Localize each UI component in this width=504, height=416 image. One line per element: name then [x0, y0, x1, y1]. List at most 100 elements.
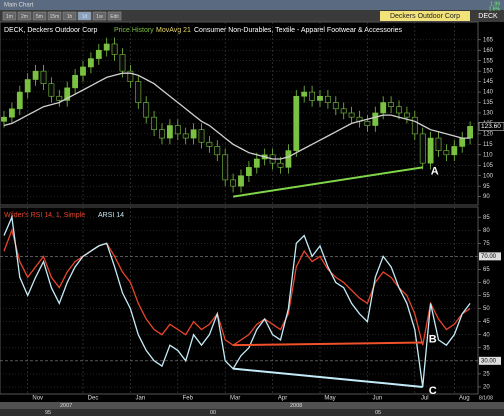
- candle-body: [40, 70, 47, 84]
- rsi-panel: [0, 206, 479, 395]
- y-tick-label: 90: [483, 194, 490, 200]
- candle-body: [151, 116, 157, 131]
- candle-body: [182, 133, 189, 139]
- x-tick-label: Jul: [421, 396, 429, 402]
- candle-body: [467, 126, 473, 139]
- toolbar-button-label: 5m: [36, 14, 43, 20]
- candle-body: [198, 129, 205, 143]
- ref-label: 70.00: [481, 254, 497, 260]
- y-tick-label: 115: [483, 142, 493, 148]
- ref-label: 30.00: [481, 358, 497, 364]
- y-tick-label: 130: [483, 111, 494, 117]
- decade-label: 95: [45, 410, 51, 416]
- annotation: C: [429, 385, 437, 397]
- toolbar-button: [17, 11, 32, 21]
- y-tick-label: 20: [483, 385, 490, 391]
- candle-body: [111, 43, 118, 55]
- y-tick-label: 145: [483, 79, 494, 85]
- toolbar-button-label: 1w: [96, 14, 103, 20]
- candle-body: [435, 137, 442, 151]
- year-label: 2007: [60, 403, 72, 409]
- candle-body: [246, 167, 252, 177]
- y-tick-label: 80: [483, 228, 490, 234]
- company-box: [380, 11, 470, 21]
- price-panel: [0, 21, 479, 206]
- toolbar-button-label: 1h: [67, 14, 73, 20]
- y-tick-label: 40: [483, 332, 490, 338]
- legend-price: Price History: [114, 27, 154, 34]
- x-tick-label: Mar: [230, 396, 240, 402]
- x-tick-label: Feb: [183, 396, 194, 402]
- x-tick-label: Jan: [136, 396, 146, 402]
- symbol: DECK: [478, 13, 498, 20]
- toolbar: [0, 10, 504, 22]
- last-price-label: 123.60: [481, 123, 501, 130]
- y-tick-label: 35: [483, 345, 490, 351]
- candle-body: [16, 91, 23, 110]
- price-title: DECK, Deckers Outdoor Corp: [4, 27, 97, 34]
- x-tick-label: Apr: [278, 396, 287, 402]
- candle-body: [159, 129, 165, 139]
- toolbar-button-label: 1m: [6, 14, 13, 20]
- candle-body: [88, 58, 94, 68]
- title-bar: [0, 0, 504, 10]
- last-price-box: [478, 122, 504, 131]
- candle-body: [135, 81, 142, 103]
- candle-body: [380, 102, 387, 114]
- toolbar-button: [32, 11, 47, 21]
- candle-body: [238, 175, 244, 187]
- end-date: 8/1/08: [479, 395, 493, 401]
- candle-body: [324, 95, 331, 103]
- candle-body: [127, 70, 134, 82]
- candle-body: [459, 137, 466, 147]
- y-tick-label: 155: [483, 58, 494, 64]
- y-tick-label: 95: [483, 184, 490, 190]
- decade-label: 00: [210, 410, 216, 416]
- change: 1.99: [490, 1, 500, 7]
- y-tick-label: 55: [483, 293, 490, 299]
- ref-label-box: [479, 252, 501, 261]
- candle-body: [443, 150, 450, 156]
- candle-body: [119, 54, 126, 72]
- toolbar-button: [47, 11, 62, 21]
- trend-line: [233, 367, 423, 388]
- y-tick-label: 150: [483, 69, 494, 75]
- candle-body: [451, 146, 458, 156]
- candle-body: [143, 102, 150, 118]
- candle-body: [293, 95, 300, 151]
- y-tick-label: 135: [483, 100, 494, 106]
- candle-body: [48, 83, 55, 97]
- toolbar-button: [77, 11, 92, 21]
- toolbar-button: [62, 11, 77, 21]
- candle-body: [24, 79, 31, 93]
- annotation: A: [431, 165, 439, 177]
- y-tick-label: 160: [483, 48, 494, 54]
- candle-body: [230, 179, 236, 187]
- company-name: Deckers Outdoor Corp: [390, 13, 460, 20]
- y-tick-label: 120: [483, 131, 494, 137]
- toolbar-button-label: 2m: [21, 14, 28, 20]
- candle-body: [253, 158, 260, 168]
- decade-strip: [0, 409, 504, 416]
- candle-body: [64, 87, 71, 101]
- toolbar-button-label: 15m: [50, 14, 60, 20]
- candle-body: [72, 75, 78, 89]
- candle-body: [277, 162, 284, 168]
- toolbar-button: [107, 11, 122, 21]
- year-label: 2008: [290, 403, 302, 409]
- x-tick-label: Jun: [373, 396, 383, 402]
- candle-body: [190, 129, 197, 139]
- y-tick-label: 85: [483, 215, 490, 221]
- x-tick-label: Aug: [459, 396, 470, 402]
- candle-body: [32, 70, 39, 80]
- candle-body: [427, 137, 434, 164]
- y-tick-label: 60: [483, 280, 490, 286]
- candle-body: [309, 91, 315, 101]
- subtitle: Consumer Non-Durables, Textile - Apparel…: [194, 27, 403, 34]
- legend-arsi: ARSI 14: [98, 212, 124, 219]
- trend-line: [233, 341, 423, 347]
- candle-body: [167, 125, 173, 139]
- candle-body: [317, 95, 323, 101]
- y-tick-label: 100: [483, 173, 494, 179]
